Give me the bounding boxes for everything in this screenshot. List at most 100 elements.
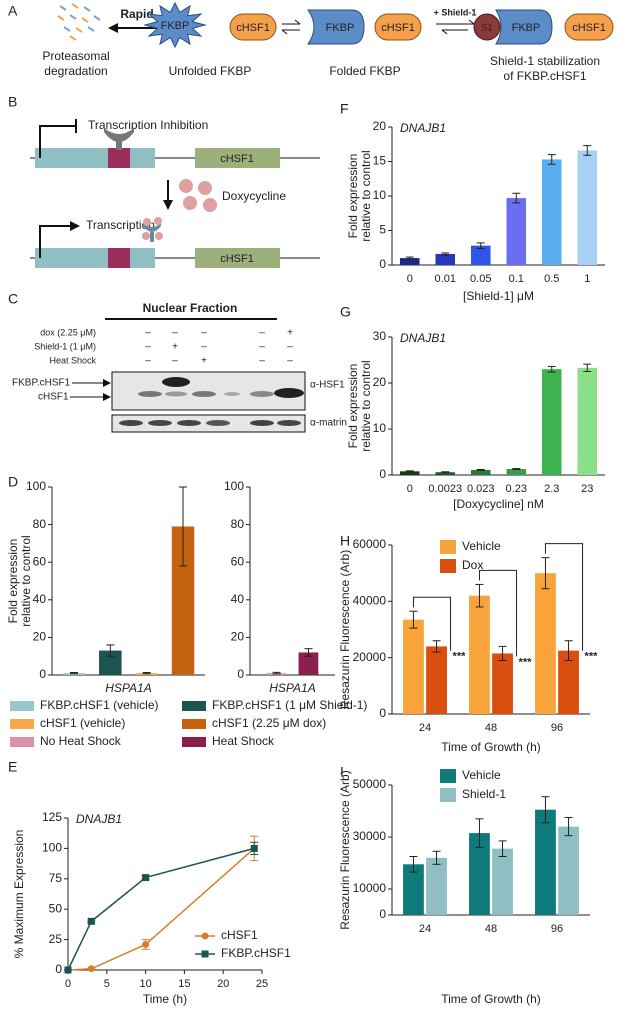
y-tick-label: 80 (231, 517, 245, 531)
fragment (87, 26, 95, 32)
bar (577, 150, 598, 265)
treatment-sign: – (259, 342, 265, 353)
legend-swatch (440, 769, 456, 783)
fragment (63, 26, 71, 32)
y-axis-label: relative to control (19, 535, 33, 626)
bar (403, 619, 424, 714)
band (162, 377, 190, 387)
y-tick-label: 50 (49, 901, 63, 915)
legend-label: Dox (462, 558, 483, 572)
fragment (69, 35, 77, 41)
label: S1 (481, 22, 492, 32)
fragment (75, 27, 83, 33)
chart-title: DNAJB1 (400, 331, 446, 345)
x-tick-label: 5 (104, 978, 110, 990)
fragment (59, 5, 67, 11)
panel-letter: A (8, 3, 18, 19)
fragment (71, 3, 79, 9)
x-tick-label: 20 (217, 978, 229, 990)
marker (201, 932, 209, 940)
doxycycline (154, 217, 162, 225)
bar (469, 833, 490, 915)
x-axis-label: [Shield-1] μM (463, 289, 534, 303)
fragment (57, 15, 65, 21)
arrow-head (103, 393, 111, 401)
x-axis-label: Time of Growth (h) (441, 992, 541, 1006)
y-tick-label: 100 (42, 841, 62, 855)
panel-letter: I (340, 764, 344, 780)
label: + Shield-1 (434, 7, 477, 17)
series-line (67, 847, 255, 971)
x-tick-label: 0.23 (506, 483, 527, 495)
bar (506, 469, 527, 475)
arrow (39, 225, 72, 258)
chart-title: DNAJB1 (400, 121, 446, 135)
label: FKBP (512, 22, 541, 34)
treatment-sign: – (145, 356, 151, 367)
chsf1-domain (564, 13, 614, 41)
bar (541, 369, 562, 475)
y-tick-label: 10 (373, 421, 387, 435)
band (250, 420, 274, 426)
y-tick-label: 0 (39, 667, 46, 681)
y-tick-label: 20 (231, 630, 245, 644)
chart-title: DNAJB1 (76, 812, 122, 826)
fragment (83, 6, 91, 12)
legend-label: cHSF1 (221, 928, 258, 942)
band (224, 392, 240, 396)
label: Doxycycline (222, 189, 286, 203)
blot (111, 371, 306, 411)
y-tick-label: 20 (33, 630, 47, 644)
legend-swatch (440, 559, 456, 573)
label: Proteasomal (42, 49, 109, 63)
y-tick-label: 0 (379, 706, 386, 720)
label: cHSF1 (236, 22, 270, 34)
x-axis-label: Time of Growth (h) (441, 740, 541, 754)
marker (142, 874, 150, 882)
label: α-matrin (310, 418, 347, 429)
bar (492, 848, 513, 915)
treatment-sign: + (172, 342, 178, 353)
band (250, 391, 274, 397)
label: FKBP (326, 22, 355, 34)
arrow-head (103, 379, 111, 387)
y-tick-label: 40 (33, 592, 47, 606)
label: dox (2.25 μM) (40, 327, 96, 337)
arrow (441, 29, 448, 35)
y-axis-label: relative to control (359, 150, 373, 241)
y-tick-label: 30 (373, 329, 387, 343)
marker (201, 950, 209, 958)
bar (99, 650, 122, 675)
panel-letter: B (8, 94, 17, 110)
y-tick-label: 50000 (353, 777, 387, 791)
bar (535, 809, 556, 915)
gene (195, 148, 280, 168)
legend-label: FKBP.cHSF1 (1 μM Shield-1) (212, 698, 367, 712)
x-tick-label: 1 (584, 273, 590, 285)
y-tick-label: 0 (379, 467, 386, 481)
label: FKBP (161, 20, 190, 32)
marker (64, 966, 72, 974)
y-tick-label: 25 (49, 932, 63, 946)
y-tick-label: 100 (224, 479, 244, 493)
bar (469, 595, 490, 714)
shield-1 (473, 13, 501, 41)
fragment (81, 17, 89, 23)
bar (470, 469, 491, 475)
label: Shield-1 (1 μM) (34, 341, 96, 351)
repressor (104, 128, 134, 142)
y-axis-label: relative to control (359, 360, 373, 451)
x-tick-label: 96 (551, 923, 563, 935)
significance-bracket (544, 543, 584, 651)
bar (403, 864, 424, 915)
treatment-sign: + (201, 356, 207, 367)
y-axis-label: Fold expression (346, 154, 360, 239)
repressor (150, 232, 154, 242)
label: cHSF1 (381, 22, 415, 34)
panel-letter: E (8, 759, 17, 775)
treatment-sign: – (172, 356, 178, 367)
x-tick-label: 24 (419, 722, 431, 734)
panel-a: A Proteasomal degradation Rapid FKBP cHS… (8, 1, 614, 83)
label: cHSF1 (572, 22, 606, 34)
treatment-sign: – (287, 356, 293, 367)
